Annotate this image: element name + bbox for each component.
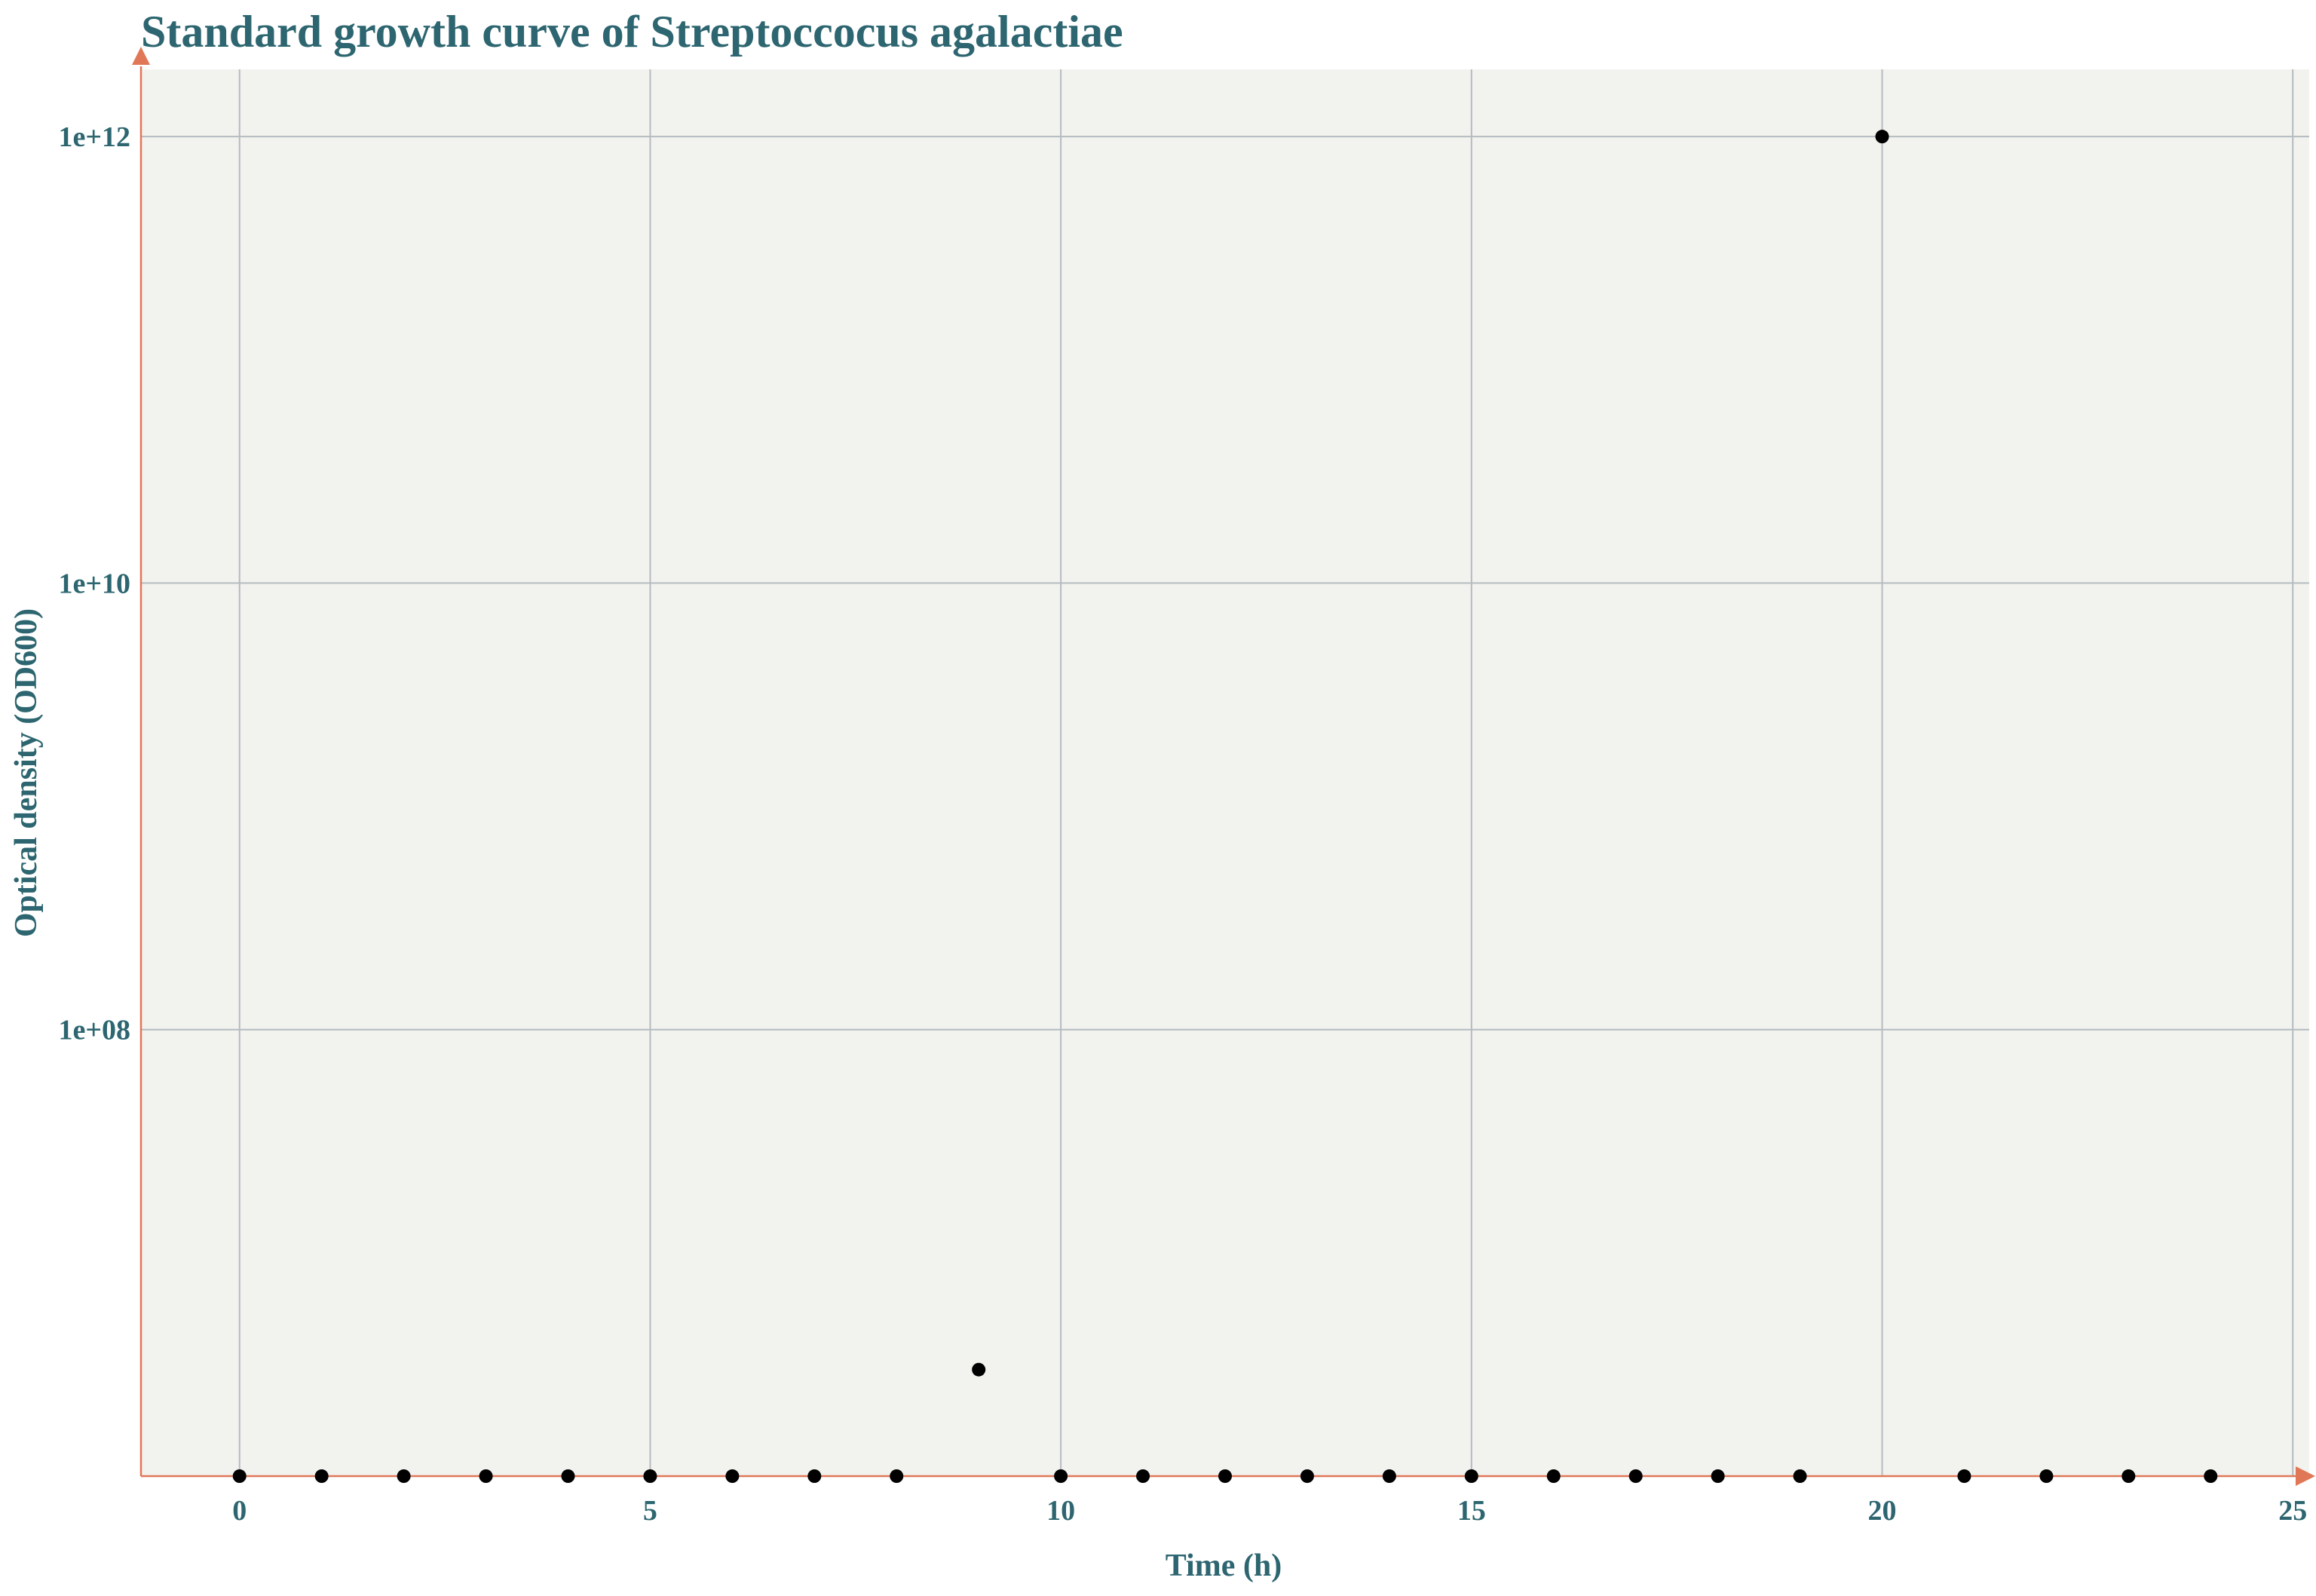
- data-point: [2121, 1469, 2136, 1483]
- y-axis-arrow: [132, 47, 150, 65]
- data-point: [2204, 1469, 2218, 1483]
- x-tick-label: 5: [643, 1495, 657, 1527]
- x-axis-arrow: [2296, 1466, 2315, 1486]
- data-point: [890, 1469, 904, 1483]
- data-point: [314, 1469, 329, 1483]
- data-point: [1875, 130, 1889, 144]
- x-tick-label: 0: [232, 1495, 247, 1527]
- tick-labels: 0 5 10 15 20 25 1e+08 1e+10 1e+12: [58, 121, 2307, 1527]
- data-point: [643, 1469, 657, 1483]
- plot-background: [141, 69, 2309, 1476]
- y-axis-title: Optical density (OD600): [9, 608, 44, 937]
- x-tick-label: 10: [1046, 1495, 1075, 1527]
- data-point: [972, 1362, 986, 1377]
- data-point: [1546, 1469, 1561, 1483]
- data-point: [1382, 1469, 1396, 1483]
- data-point: [1793, 1469, 1807, 1483]
- data-points: [232, 130, 2218, 1483]
- data-point: [1218, 1469, 1232, 1483]
- data-point: [397, 1469, 411, 1483]
- data-point: [1957, 1469, 1971, 1483]
- data-point: [1136, 1469, 1150, 1483]
- data-point: [1054, 1469, 1068, 1483]
- grid-lines: [141, 69, 2309, 1476]
- data-point: [1711, 1469, 1725, 1483]
- y-tick-label: 1e+10: [58, 568, 130, 599]
- data-point: [807, 1469, 822, 1483]
- data-point: [479, 1469, 493, 1483]
- x-tick-label: 20: [1868, 1495, 1897, 1527]
- x-tick-label: 15: [1457, 1495, 1486, 1527]
- data-point: [1628, 1469, 1643, 1483]
- data-point: [1300, 1469, 1314, 1483]
- x-tick-label: 25: [2278, 1495, 2307, 1527]
- data-point: [725, 1469, 740, 1483]
- data-point: [1464, 1469, 1478, 1483]
- data-point: [2039, 1469, 2054, 1483]
- chart-title: Standard growth curve of Streptoccocus a…: [141, 7, 1123, 57]
- y-tick-label: 1e+12: [58, 121, 130, 153]
- data-point: [232, 1469, 247, 1483]
- x-axis-title: Time (h): [1166, 1549, 1282, 1583]
- data-point: [561, 1469, 575, 1483]
- y-tick-label: 1e+08: [58, 1015, 130, 1046]
